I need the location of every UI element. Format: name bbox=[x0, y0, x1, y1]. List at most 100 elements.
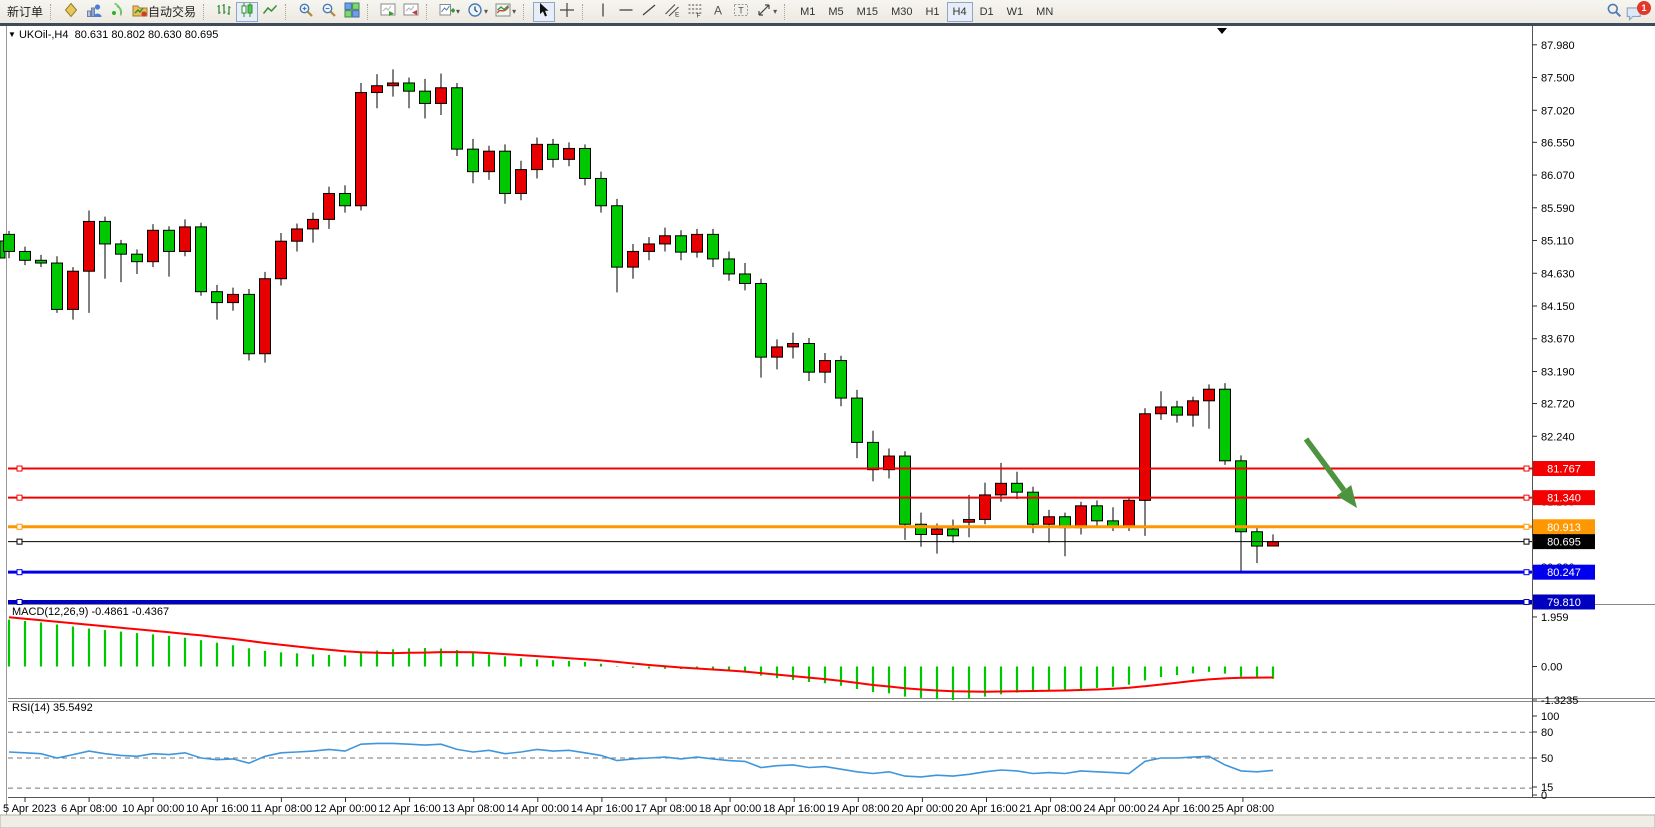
new-chart-icon bbox=[63, 2, 79, 21]
price-label-box bbox=[1533, 534, 1595, 550]
profiles-button[interactable] bbox=[83, 2, 105, 22]
search-button[interactable] bbox=[1603, 2, 1625, 22]
line-handle[interactable] bbox=[16, 538, 23, 545]
rsi-indicator-label: RSI(14) 35.5492 bbox=[12, 702, 93, 714]
tile-windows-button[interactable] bbox=[341, 2, 363, 22]
price-label-text: 80.247 bbox=[1547, 567, 1581, 579]
timeframe-MN[interactable]: MN bbox=[1030, 2, 1059, 22]
price-tick-label: 86.550 bbox=[1541, 137, 1575, 149]
toolbar-separator bbox=[203, 3, 209, 20]
candle-body bbox=[819, 360, 831, 373]
candle-body bbox=[563, 147, 575, 160]
fibonacci-icon: F bbox=[687, 2, 703, 21]
candle-body bbox=[547, 143, 559, 160]
macd-scale-label: 0.00 bbox=[1541, 662, 1562, 674]
chart-title: ▼ UKOil-,H4 80.631 80.802 80.630 80.695 bbox=[8, 29, 218, 41]
line-handle[interactable] bbox=[1523, 494, 1530, 501]
toolbar-separator bbox=[367, 3, 373, 20]
zoom-out-button[interactable] bbox=[318, 2, 340, 22]
line-handle[interactable] bbox=[1523, 523, 1530, 530]
indicators-icon bbox=[439, 2, 456, 21]
macd-scale-label: 1.959 bbox=[1541, 612, 1569, 624]
templates-button[interactable]: ▾ bbox=[492, 2, 519, 22]
rsi-scale-label: 15 bbox=[1541, 782, 1553, 794]
autotrade-button[interactable]: 自动交易 bbox=[129, 2, 199, 22]
candle-body bbox=[611, 205, 623, 268]
notifications-button[interactable]: 1 bbox=[1625, 0, 1651, 23]
equidistant-channel-button[interactable]: E bbox=[661, 2, 683, 22]
vertical-line-button[interactable] bbox=[592, 2, 614, 22]
chart-shift-button[interactable] bbox=[400, 2, 422, 22]
price-tick-label: 85.110 bbox=[1541, 236, 1574, 248]
chart-shift-triangle[interactable] bbox=[1217, 28, 1227, 34]
horizontal-line-button[interactable] bbox=[615, 2, 637, 22]
price-tick-label: 87.980 bbox=[1541, 40, 1575, 52]
candle-body bbox=[243, 293, 255, 355]
line-handle[interactable] bbox=[1523, 598, 1530, 605]
line-chart-button[interactable] bbox=[259, 2, 281, 22]
line-handle[interactable] bbox=[16, 523, 23, 530]
drawn-arrow-annotation[interactable] bbox=[1303, 437, 1357, 508]
line-handle[interactable] bbox=[1523, 569, 1530, 576]
periods-button[interactable]: ▾ bbox=[464, 2, 491, 22]
auto-scroll-button[interactable] bbox=[377, 2, 399, 22]
timeframe-H1[interactable]: H1 bbox=[919, 2, 945, 22]
timeframe-M30[interactable]: M30 bbox=[885, 2, 918, 22]
candle-body bbox=[19, 250, 31, 261]
line-handle[interactable] bbox=[16, 598, 23, 605]
chart-menu-triangle-icon[interactable]: ▼ bbox=[8, 30, 16, 39]
timeframe-M5[interactable]: M5 bbox=[822, 2, 849, 22]
fibonacci-button[interactable]: F bbox=[684, 2, 706, 22]
timeframe-W1[interactable]: W1 bbox=[1001, 2, 1030, 22]
signals-button[interactable] bbox=[106, 2, 128, 22]
price-tick-label: 83.670 bbox=[1541, 334, 1575, 346]
cursor-button[interactable] bbox=[533, 1, 556, 22]
candlestick-chart-button[interactable] bbox=[236, 1, 259, 22]
price-label-box bbox=[1533, 594, 1595, 610]
new-order-button[interactable]: 新订单 bbox=[4, 2, 46, 22]
timeframe-H4[interactable]: H4 bbox=[946, 1, 973, 22]
candle-body bbox=[451, 87, 463, 150]
candle-body bbox=[515, 169, 527, 194]
profiles-icon bbox=[86, 2, 102, 21]
new-chart-button[interactable] bbox=[60, 2, 82, 22]
timeframe-M15[interactable]: M15 bbox=[851, 2, 884, 22]
candle-body bbox=[371, 85, 383, 94]
trendline-button[interactable] bbox=[638, 2, 660, 22]
time-axis-label: 21 Apr 08:00 bbox=[1019, 803, 1081, 815]
candle-body bbox=[227, 293, 239, 304]
horizontal-line-icon bbox=[618, 2, 634, 21]
candle-body bbox=[339, 192, 351, 207]
line-handle[interactable] bbox=[16, 494, 23, 501]
price-label-box bbox=[1533, 461, 1595, 477]
toolbar-separator bbox=[50, 3, 56, 20]
line-handle[interactable] bbox=[16, 569, 23, 576]
line-handle[interactable] bbox=[16, 465, 23, 472]
arrows-button[interactable]: ▾ bbox=[753, 2, 780, 22]
chart-ohlc-values: 80.631 80.802 80.630 80.695 bbox=[74, 29, 219, 41]
candle-body bbox=[67, 270, 79, 310]
bar-chart-button[interactable] bbox=[213, 2, 235, 22]
crosshair-button[interactable] bbox=[556, 2, 578, 22]
timeframe-M1[interactable]: M1 bbox=[794, 2, 821, 22]
zoom-in-button[interactable] bbox=[295, 2, 317, 22]
candle-body bbox=[883, 455, 895, 471]
timeframe-D1[interactable]: D1 bbox=[974, 2, 1000, 22]
text-button[interactable]: A bbox=[707, 2, 729, 22]
candle-body bbox=[803, 343, 815, 373]
line-handle[interactable] bbox=[1523, 538, 1530, 545]
candle-body bbox=[1091, 505, 1103, 522]
candle-body bbox=[179, 226, 191, 252]
auto-scroll-icon bbox=[380, 2, 396, 21]
line-handle[interactable] bbox=[1523, 465, 1530, 472]
price-tick-label: 85.590 bbox=[1541, 203, 1575, 215]
toolbar-separator bbox=[285, 3, 291, 20]
text-icon: A bbox=[710, 2, 726, 21]
indicators-button[interactable]: ▾ bbox=[436, 2, 463, 22]
timeframe-group: M1 M5 M15 M30 H1 H4 D1 W1 MN bbox=[794, 1, 1059, 22]
candle-body bbox=[835, 360, 847, 399]
candle-body bbox=[1171, 406, 1183, 416]
text-label-button[interactable]: T bbox=[730, 2, 752, 22]
time-axis-label: 19 Apr 08:00 bbox=[827, 803, 889, 815]
